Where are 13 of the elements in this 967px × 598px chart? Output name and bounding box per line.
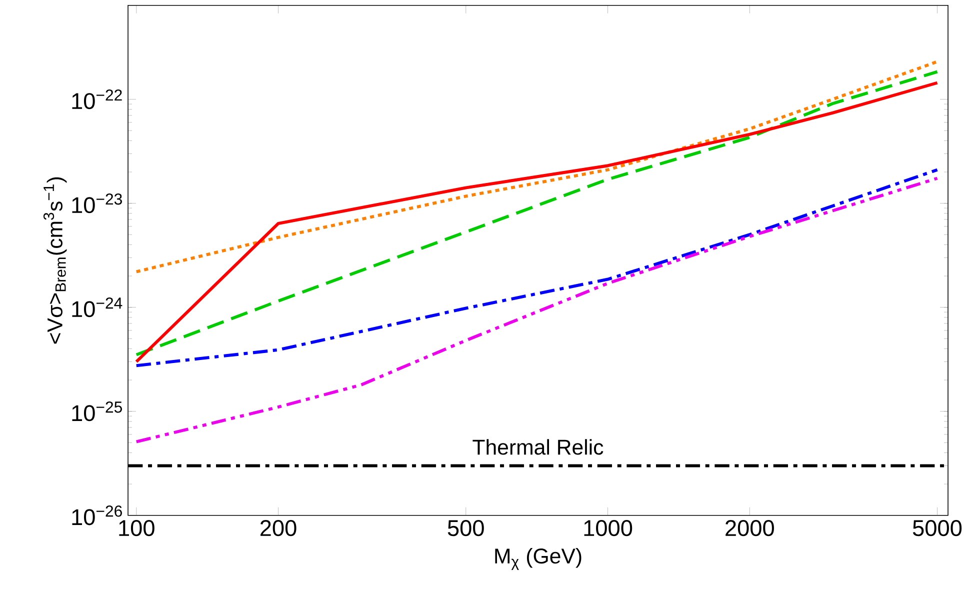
y-axis-title: <Vσ>$_{Brem}$(cm$^{3}$s$^{−1}$) bbox=[43, 177, 67, 344]
ref-line-label: Thermal Relic bbox=[472, 439, 604, 455]
y-tick-label: 10$^{−23}$ bbox=[72, 193, 122, 214]
x-tick-label: 500 bbox=[448, 520, 484, 536]
y-tick-label: 10$^{−24}$ bbox=[72, 297, 122, 318]
x-tick-label: 200 bbox=[260, 520, 296, 536]
y-tick-label: 10$^{−25}$ bbox=[72, 402, 122, 422]
x-tick-label: 100 bbox=[119, 520, 154, 536]
y-tick-label: 10$^{−22}$ bbox=[72, 89, 122, 110]
x-tick-label: 5000 bbox=[912, 520, 962, 536]
x-axis-title: M$_{χ}$ (GeV) bbox=[495, 548, 582, 570]
x-tick-label: 2000 bbox=[726, 520, 774, 536]
x-tick-label: 1000 bbox=[584, 520, 632, 536]
